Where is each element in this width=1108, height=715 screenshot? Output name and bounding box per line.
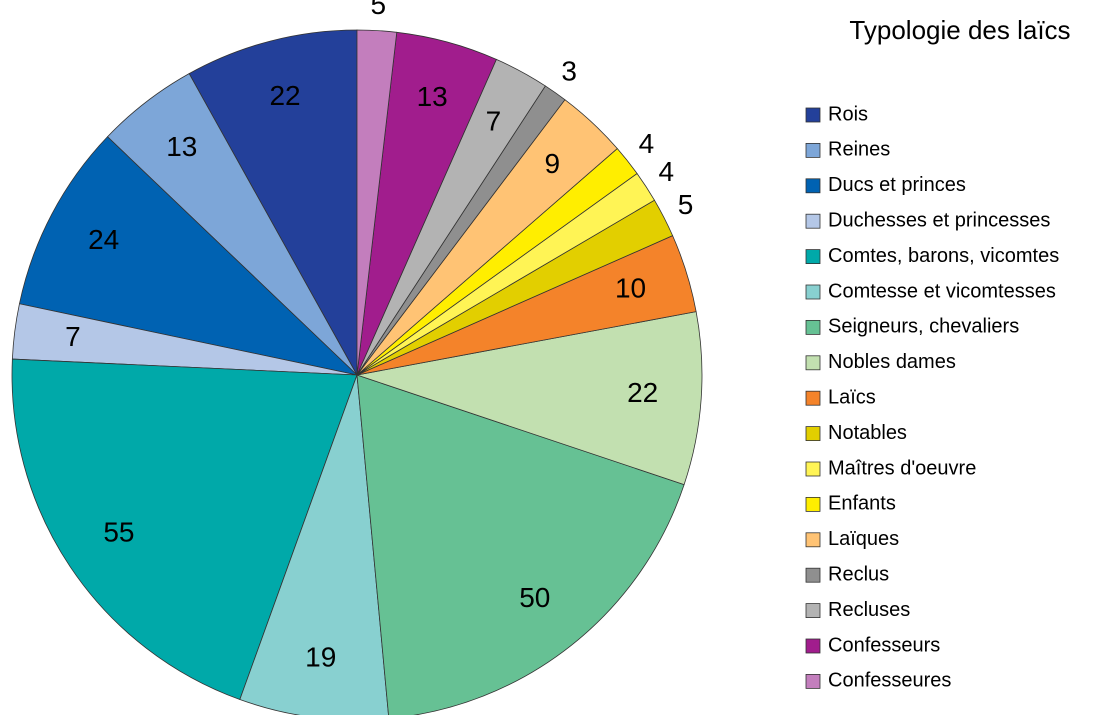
legend-label: Confesseures [828, 670, 951, 692]
legend-label: Comtesse et vicomtesses [828, 280, 1056, 302]
legend-label: Recluses [828, 599, 910, 621]
legend-label: Duchesses et princesses [828, 209, 1050, 231]
legend-label: Comtes, barons, vicomtes [828, 245, 1059, 267]
legend-swatch [805, 249, 821, 265]
legend-swatch [805, 638, 821, 654]
legend-swatch [805, 355, 821, 371]
legend-label: Seigneurs, chevaliers [828, 316, 1019, 338]
legend-swatch [805, 603, 821, 618]
data-label: 22 [627, 377, 658, 408]
data-label: 10 [615, 273, 646, 304]
data-label: 5 [371, 0, 387, 20]
data-label: 50 [519, 582, 550, 613]
legend-swatch [805, 461, 821, 477]
legend-label: Laïques [828, 528, 899, 550]
legend-swatch [805, 674, 821, 689]
legend-swatch [805, 532, 821, 548]
data-label: 3 [561, 55, 577, 86]
data-label: 9 [545, 148, 561, 179]
legend-label: Enfants [828, 493, 896, 515]
data-label: 4 [639, 128, 655, 159]
data-label: 13 [417, 81, 448, 112]
pie-slice [18, 136, 359, 376]
chart-title: Typologie des laïcs [849, 15, 1070, 45]
pie-slice [188, 29, 358, 377]
pie-slice [239, 374, 389, 715]
pie-slice [356, 29, 398, 376]
legend-swatch [805, 142, 821, 158]
legend-label: Nobles dames [828, 351, 956, 373]
pie-slice [355, 311, 703, 486]
legend-swatch [805, 213, 821, 229]
pie-slice [11, 358, 358, 701]
legend-swatch [805, 567, 821, 583]
data-label: 22 [269, 80, 300, 111]
legend-swatch [805, 107, 821, 123]
legend-swatch [805, 426, 821, 442]
data-label: 7 [65, 321, 81, 352]
data-label: 24 [88, 224, 119, 255]
legend-label: Notables [828, 422, 907, 444]
data-label: 55 [103, 516, 134, 547]
data-label: 7 [486, 106, 502, 137]
pie-slice [356, 374, 685, 715]
data-label: 19 [305, 641, 336, 672]
legend-swatch [805, 178, 821, 194]
legend-label: Confesseurs [828, 634, 940, 656]
legend-label: Maîtres d'oeuvre [828, 457, 976, 479]
legend-swatch [805, 284, 821, 300]
legend-swatch [805, 319, 821, 335]
data-label: 4 [658, 156, 674, 187]
legend-label: Ducs et princes [828, 174, 966, 196]
legend-label: Rois [828, 103, 868, 125]
legend-label: Reclus [828, 563, 889, 585]
legend-label: Reines [828, 139, 890, 161]
legend-swatch [805, 390, 821, 406]
legend-label: Laïcs [828, 386, 876, 408]
legend-swatch [805, 496, 821, 512]
data-label: 13 [166, 131, 197, 162]
data-label: 5 [678, 189, 694, 220]
